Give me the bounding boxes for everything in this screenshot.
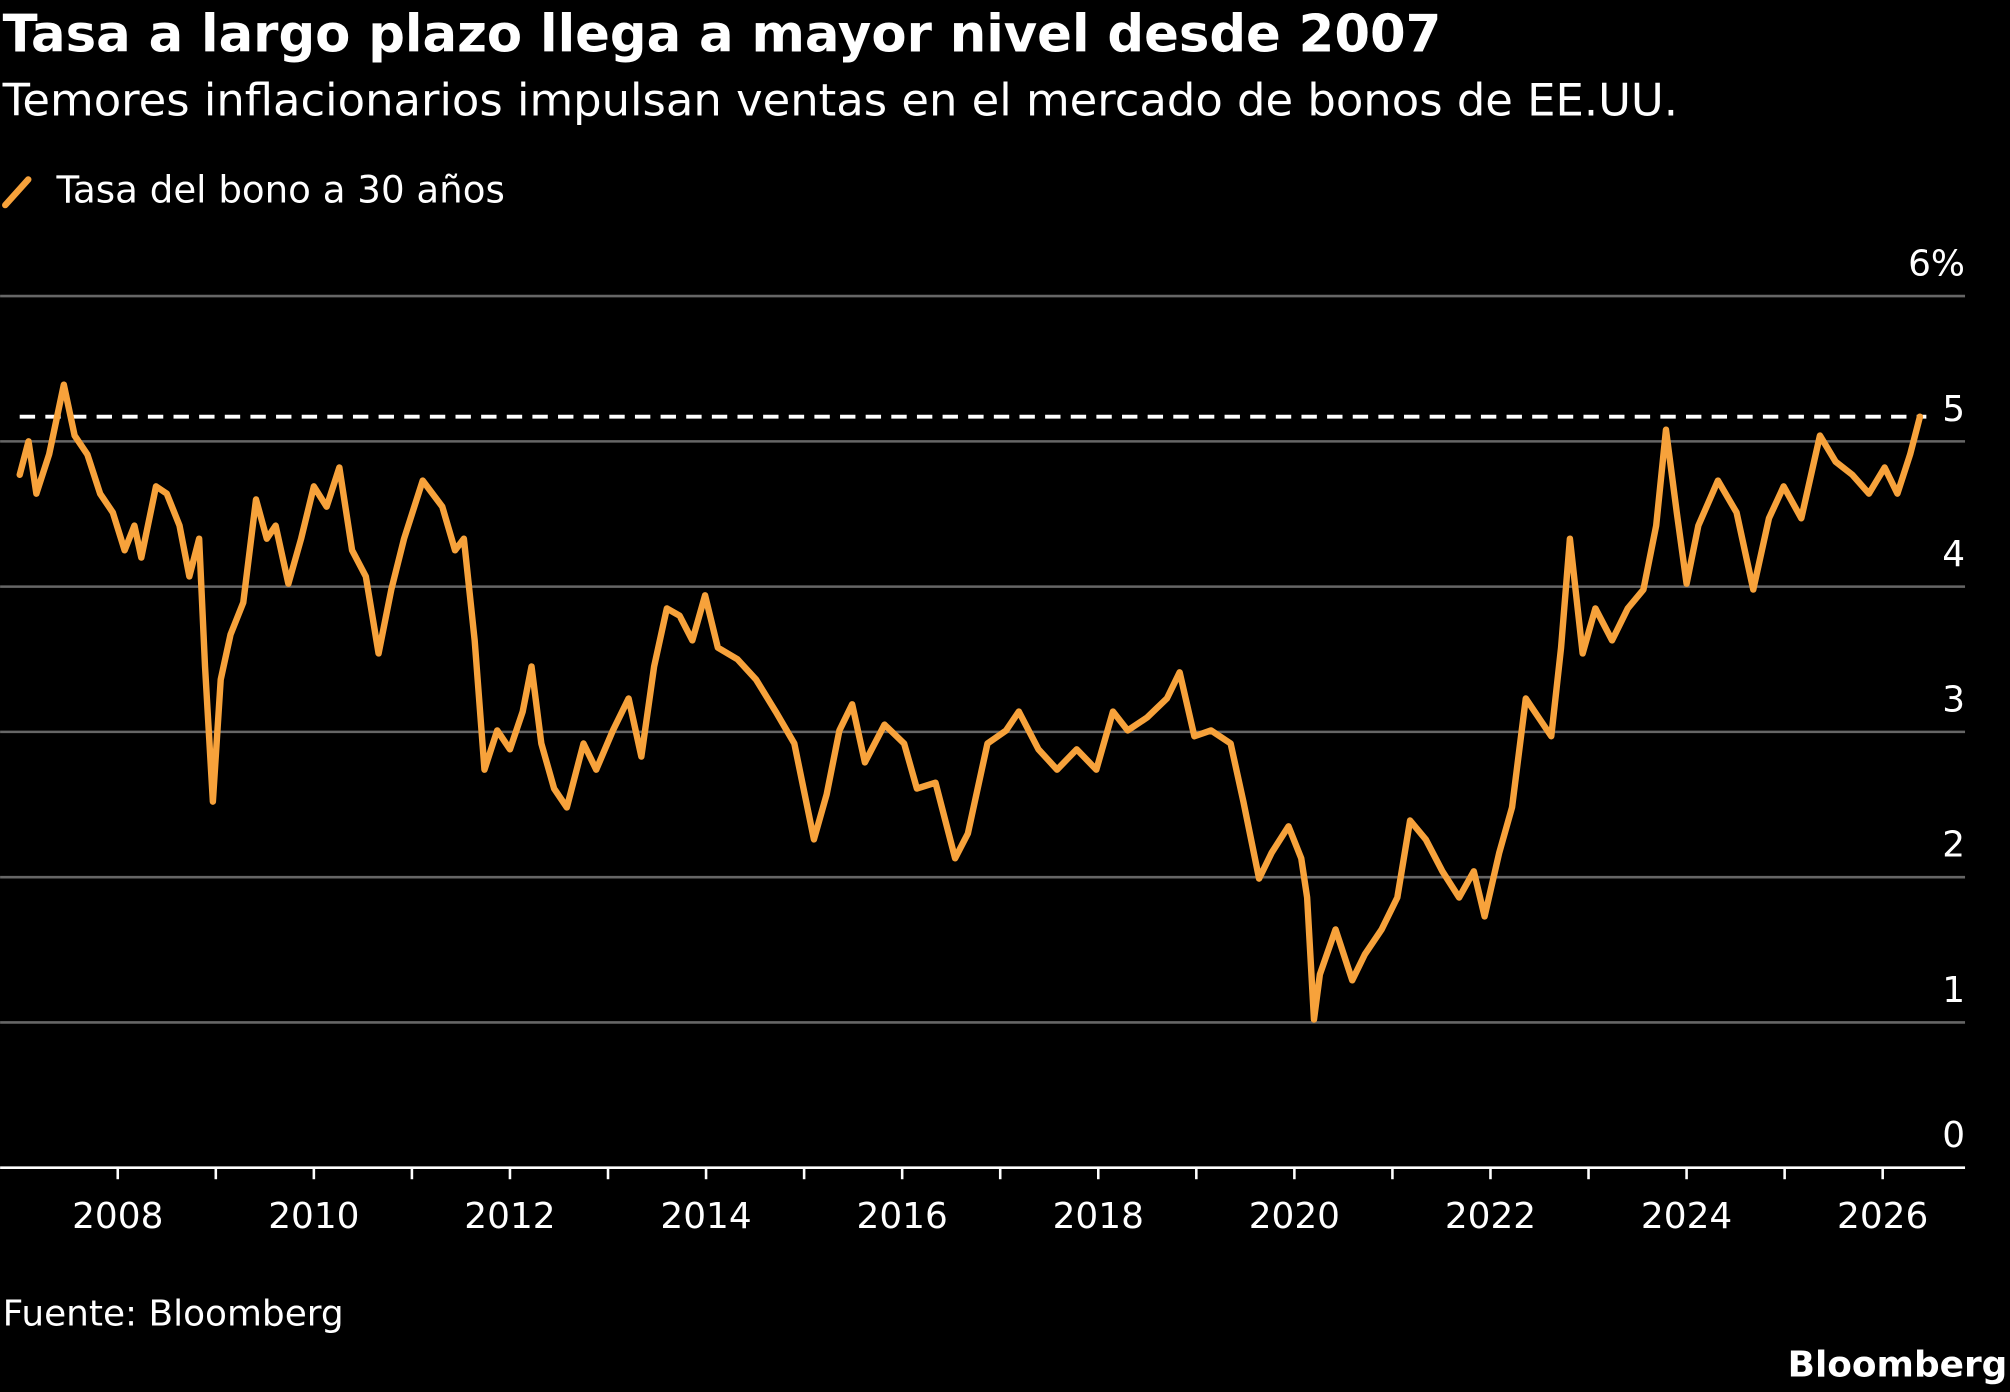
y-tick-label: 0 xyxy=(1942,1115,1965,1156)
chart-title: Tasa a largo plazo llega a mayor nivel d… xyxy=(3,4,1442,64)
x-tick-label: 2008 xyxy=(72,1196,163,1237)
legend-label: Tasa del bono a 30 años xyxy=(55,168,504,212)
series-line xyxy=(16,381,1924,1023)
x-tick-label: 2024 xyxy=(1641,1196,1732,1237)
chart-subtitle: Temores inflacionarios impulsan ventas e… xyxy=(2,73,1678,126)
x-tick-label: 2014 xyxy=(660,1196,751,1237)
x-tick-label: 2026 xyxy=(1837,1196,1928,1237)
x-tick-label: 2010 xyxy=(268,1196,359,1237)
x-tick-label: 2016 xyxy=(857,1196,948,1237)
y-tick-label: 6% xyxy=(1908,244,1965,285)
y-tick-label: 1 xyxy=(1942,970,1965,1011)
x-tick-label: 2020 xyxy=(1249,1196,1340,1237)
x-tick-label: 2018 xyxy=(1053,1196,1144,1237)
source: Fuente: Bloomberg xyxy=(3,1293,344,1334)
y-tick-label: 5 xyxy=(1942,389,1965,430)
y-tick-label: 2 xyxy=(1942,825,1965,866)
brand: Bloomberg xyxy=(1788,1345,2008,1386)
y-tick-label: 3 xyxy=(1942,679,1965,720)
y-tick-label: 4 xyxy=(1942,534,1965,575)
x-tick-label: 2022 xyxy=(1445,1196,1536,1237)
legend-swatch xyxy=(2,176,32,209)
x-tick-label: 2012 xyxy=(464,1196,555,1237)
